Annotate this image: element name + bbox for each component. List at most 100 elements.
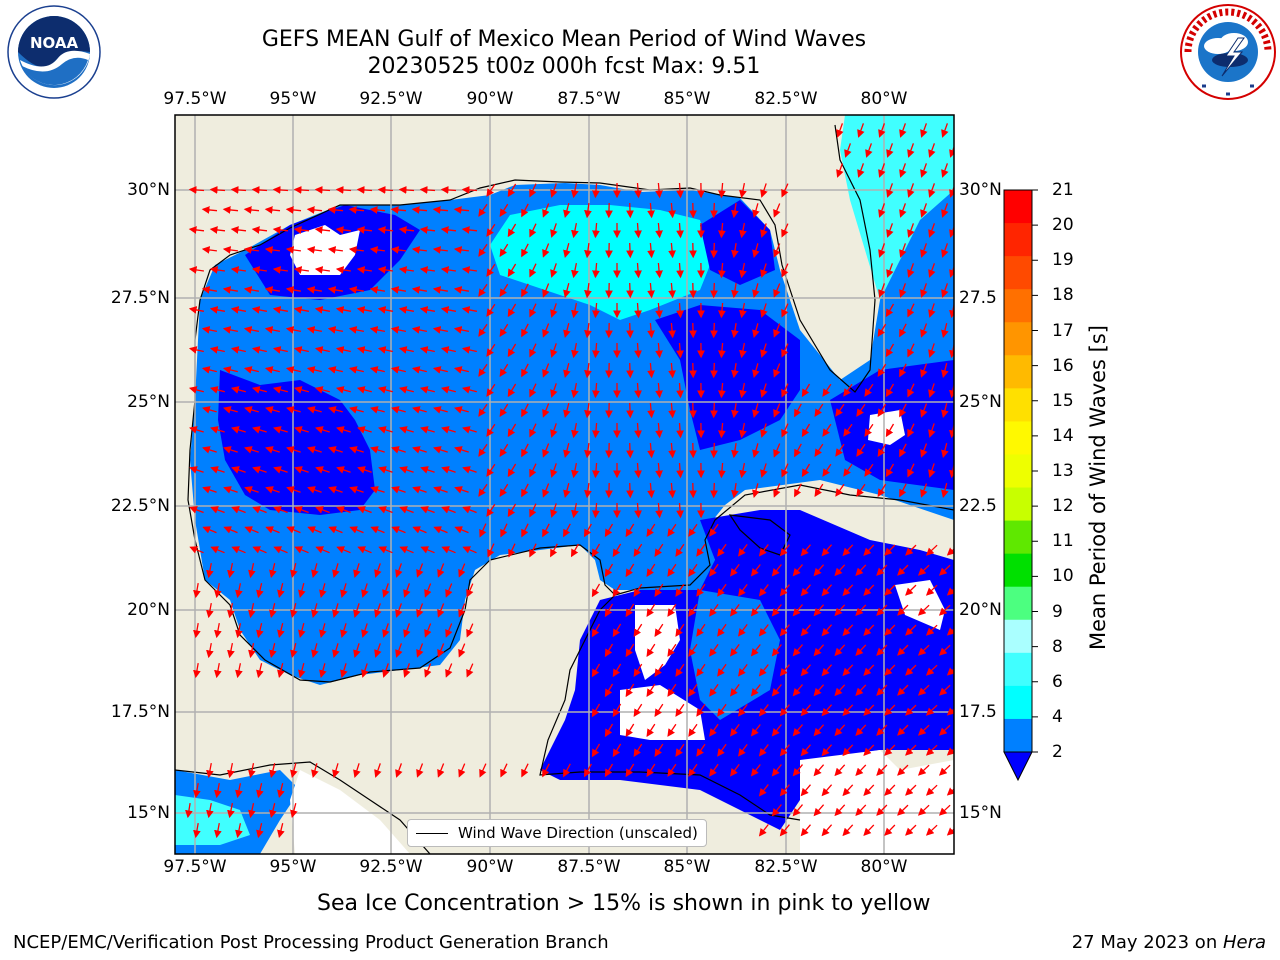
map-frame [174,114,955,855]
wind-arrow [307,526,322,534]
wind-arrow [209,346,225,354]
wind-arrow [584,363,592,379]
wind-arrow [466,583,474,598]
wind-arrow [779,744,790,757]
wind-arrow [252,466,267,474]
wind-arrow [773,243,781,258]
wind-arrow [311,763,319,778]
colorbar-segment [1004,487,1032,522]
colorbar-segment [1004,454,1032,489]
wind-arrow [814,403,824,417]
colorbar-segment [1004,718,1032,753]
wind-arrow [750,764,761,777]
wind-arrow [357,426,372,434]
wind-arrow [905,744,917,756]
wind-arrow [374,643,382,658]
wind-arrow [752,323,760,338]
wind-arrow [529,463,537,478]
wind-arrow [920,283,928,298]
wind-arrow [500,523,508,538]
wind-arrow [269,803,277,819]
wind-arrow [771,764,782,777]
wind-arrow [941,203,949,218]
wind-arrow [843,463,853,477]
wind-arrow [792,564,803,577]
wind-arrow [633,663,643,678]
wind-arrow [248,643,256,659]
wind-arrow [709,643,719,657]
wind-arrow [458,603,466,618]
wind-arrow [626,482,634,499]
wind-arrow [884,704,896,716]
wind-arrow [855,804,867,817]
wind-arrow [507,223,517,238]
wind-arrow [370,406,385,414]
wind-arrow [251,386,267,394]
wind-arrow [521,763,529,778]
wind-arrow [441,546,456,554]
wind-arrow [265,446,280,454]
noaa-logo-text: NOAA [29,34,79,52]
wind-arrow [348,366,364,374]
wind-arrow [478,483,488,497]
colorbar-segment [1004,388,1032,422]
wind-arrow [792,804,803,817]
wind-arrow [646,603,656,617]
wind-arrow [356,266,372,274]
wind-arrow [917,804,930,816]
wind-arrow [272,266,288,274]
wind-arrow [667,763,677,777]
wind-arrow [328,446,343,454]
wind-arrow [399,506,414,514]
lon-label-top: 87.5°W [557,89,621,109]
wind-arrow [710,402,718,419]
wind-arrow [925,744,938,756]
wind-arrow [461,346,477,354]
wind-arrow [905,704,917,716]
wind-arrow [440,346,456,354]
wind-arrow [454,486,469,494]
wind-arrow [264,366,280,374]
wind-arrow [646,763,656,777]
wind-arrow [231,506,246,514]
wind-arrow [277,823,285,839]
wind-arrow [592,302,600,319]
legend-line-symbol [416,832,448,834]
wind-arrow [941,163,949,178]
wind-arrow [654,583,664,597]
wind-arrow [792,724,803,737]
wind-arrow [479,763,487,778]
colorbar-tick-label: 17 [1052,320,1074,341]
wind-arrow [612,583,622,598]
wind-arrow [834,684,846,697]
wind-arrow [361,623,369,638]
colorbar-label: Mean Period of Wind Waves [s] [1086,325,1110,650]
yucatan-coast [614,484,954,596]
wind-arrow [328,526,343,534]
wind-arrow [188,306,205,314]
wind-arrow [398,226,415,234]
wind-arrow [855,564,867,577]
wind-arrow [884,744,896,756]
wind-arrow [269,763,277,779]
wind-arrow [227,562,235,579]
lat-label-right: 15°N [959,803,1002,823]
colorbar-tick-label: 12 [1052,496,1074,517]
wind-arrow [634,182,642,199]
wind-arrow [298,663,306,679]
wind-arrow [876,684,888,696]
wind-arrow [507,383,517,398]
wind-arrow [779,784,790,797]
wind-arrow [377,226,394,234]
wind-arrow [507,263,517,278]
lat-label-right: 25°N [959,392,1002,412]
wind-arrow [314,306,331,314]
wind-arrow [877,363,887,378]
wind-arrow [822,383,832,397]
wind-arrow [634,502,642,519]
wind-arrow [752,283,760,298]
wind-arrow [946,707,954,716]
wind-arrow [230,266,246,274]
wind-arrow [416,763,424,778]
wind-arrow [655,182,663,199]
